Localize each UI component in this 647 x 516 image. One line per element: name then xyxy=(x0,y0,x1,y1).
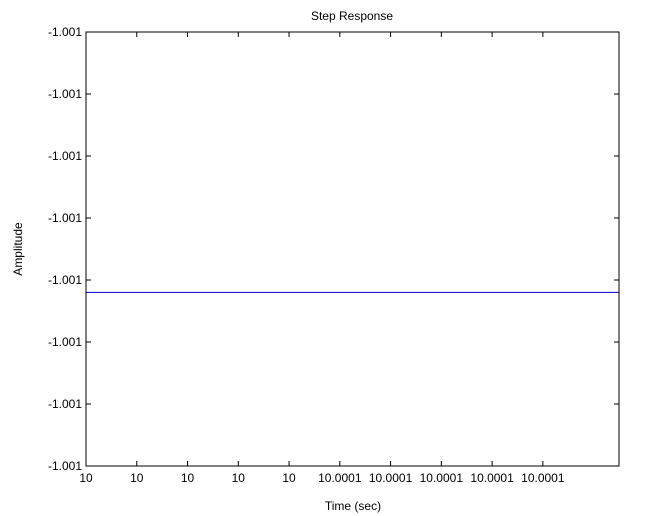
chart-title: Step Response xyxy=(311,9,393,23)
y-tick-label: -1.001 xyxy=(48,459,82,473)
x-tick-label: 10 xyxy=(282,471,296,485)
plot-area xyxy=(86,32,619,466)
x-tick-label: 10 xyxy=(232,471,246,485)
y-tick-label: -1.001 xyxy=(48,149,82,163)
x-tick-label: 10 xyxy=(130,471,144,485)
x-tick-label: 10.0001 xyxy=(420,471,464,485)
x-tick-label: 10 xyxy=(181,471,195,485)
y-tick-label: -1.001 xyxy=(48,25,82,39)
y-tick-label: -1.001 xyxy=(48,87,82,101)
y-tick-label: -1.001 xyxy=(48,397,82,411)
y-tick-label: -1.001 xyxy=(48,273,82,287)
x-tick-label: 10.0001 xyxy=(521,471,565,485)
y-axis-title: Amplitude xyxy=(11,222,25,276)
y-tick-label: -1.001 xyxy=(48,211,82,225)
x-tick-label: 10 xyxy=(79,471,93,485)
axes-box xyxy=(85,31,620,467)
x-axis-title: Time (sec) xyxy=(325,499,381,513)
y-tick-label: -1.001 xyxy=(48,335,82,349)
x-tick-labels: 10 10 10 10 10 10.0001 10.0001 10.0001 10.0001 10… xyxy=(79,471,565,485)
x-tick-label: 10.0001 xyxy=(470,471,514,485)
x-tick-label: 10.0001 xyxy=(318,471,362,485)
x-tick-label: 10.0001 xyxy=(369,471,413,485)
y-tick-labels: -1.001 -1.001 -1.001 -1.001 -1.001 -1.001 -1.0… xyxy=(48,25,82,473)
